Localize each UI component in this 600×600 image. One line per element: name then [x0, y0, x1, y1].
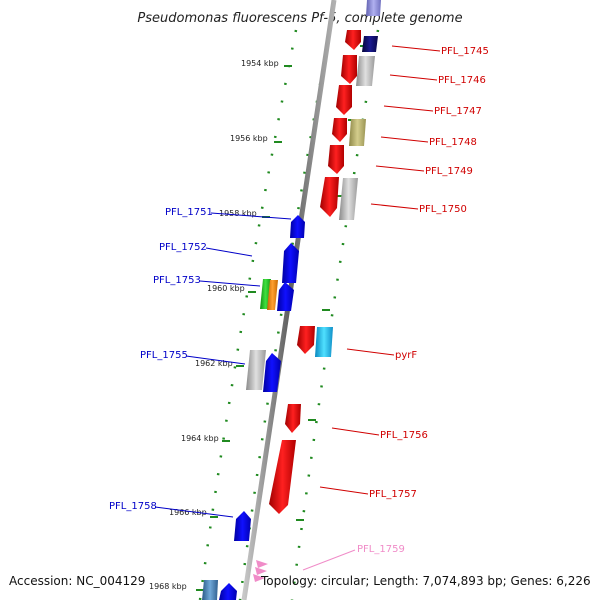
gene-pfl-1758[interactable] [234, 511, 251, 541]
gene-label[interactable]: PFL_1747 [434, 106, 482, 117]
gene-label[interactable]: PFL_1750 [419, 204, 467, 215]
kbp-label: 1968 kbp [149, 582, 187, 591]
gene-pfl-1750[interactable] [320, 177, 339, 217]
tick-track-right [290, 29, 380, 600]
map-title: Pseudomonas fluorescens Pf-5, complete g… [137, 11, 462, 26]
feature-cyan-pyrF[interactable] [315, 327, 333, 357]
feature-blocks [315, 0, 381, 357]
gene-pfl-1759-arrows[interactable] [253, 560, 268, 582]
kbp-label: 1958 kbp [219, 209, 257, 218]
gene-bottom-blue[interactable] [219, 583, 237, 600]
gene-label[interactable]: PFL_1749 [425, 166, 473, 177]
gene-label[interactable]: PFL_1757 [369, 489, 417, 500]
reverse-genes [202, 215, 305, 600]
forward-genes [269, 30, 361, 514]
gene-label[interactable]: PFL_1758 [109, 501, 157, 512]
topology-text: Topology: circular; Length: 7,074,893 bp… [260, 574, 591, 588]
gene-pfl-1753[interactable] [277, 282, 294, 311]
gene-labels-left: PFL_1751 PFL_1752 PFL_1753 PFL_1755 PFL_… [109, 207, 213, 512]
gene-label[interactable]: pyrF [395, 350, 417, 361]
kbp-label: 1960 kbp [207, 284, 245, 293]
gene-pfl-1752[interactable] [282, 243, 299, 283]
gene-pfl-1756[interactable] [285, 404, 301, 433]
gene-pfl-1751[interactable] [290, 215, 305, 238]
accession-text: Accession: NC_004129 [9, 574, 145, 588]
kbp-label: 1956 kbp [230, 134, 268, 143]
gene-label[interactable]: PFL_1748 [429, 137, 477, 148]
gene-pfl-1749[interactable] [328, 145, 344, 174]
gene-pyrF[interactable] [297, 326, 315, 354]
kbp-labels: 1954 kbp 1956 kbp 1958 kbp 1960 kbp 1962… [149, 59, 279, 591]
feature-steel-bottom[interactable] [202, 580, 218, 600]
feature-grey-1755[interactable] [246, 350, 266, 390]
gene-labels-right: PFL_1745 PFL_1746 PFL_1747 PFL_1748 PFL_… [357, 46, 489, 555]
gene-label[interactable]: PFL_1746 [438, 75, 486, 86]
gene-pfl-1757[interactable] [269, 440, 296, 514]
kbp-label: 1964 kbp [181, 434, 219, 443]
kbp-label: 1966 kbp [169, 508, 207, 517]
kbp-label: 1962 kbp [195, 359, 233, 368]
feature-lavender[interactable] [366, 0, 381, 16]
gene-pfl-1747[interactable] [336, 85, 352, 115]
gene-pfl-1745[interactable] [345, 30, 361, 50]
gene-pfl-1746[interactable] [341, 55, 357, 84]
leader-lines [154, 45, 441, 571]
feature-grey-1746[interactable] [356, 56, 375, 86]
feature-khaki-1748[interactable] [349, 119, 366, 146]
gene-label[interactable]: PFL_1755 [140, 350, 188, 361]
gene-label[interactable]: PFL_1759 [357, 544, 405, 555]
gene-label[interactable]: PFL_1745 [441, 46, 489, 57]
gene-pfl-1748[interactable] [332, 118, 347, 142]
gene-pfl-1755[interactable] [263, 353, 281, 392]
gene-label[interactable]: PFL_1751 [165, 207, 213, 218]
kbp-label: 1954 kbp [241, 59, 279, 68]
gene-label[interactable]: PFL_1752 [159, 242, 207, 253]
feature-orange-1753[interactable] [267, 280, 278, 310]
feature-navy[interactable] [362, 36, 378, 52]
gene-label[interactable]: PFL_1753 [153, 275, 201, 286]
feature-grey-1750[interactable] [339, 178, 358, 220]
gene-label[interactable]: PFL_1756 [380, 430, 428, 441]
